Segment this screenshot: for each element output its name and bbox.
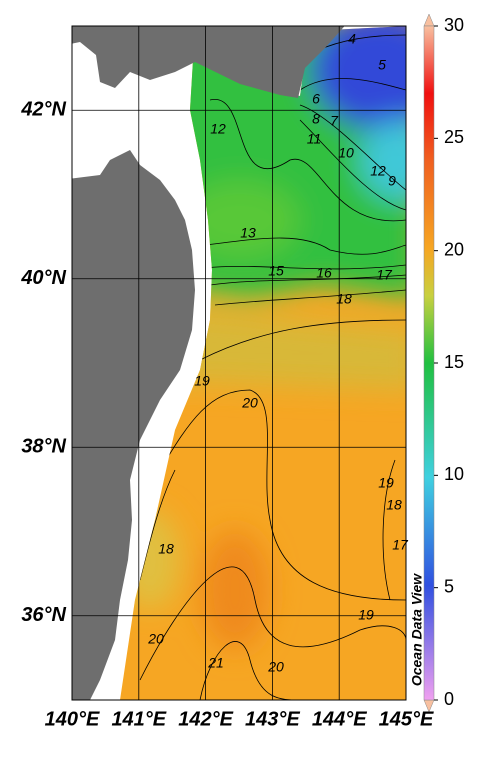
lat-tick-label: 42°N (20, 99, 66, 121)
contour-label: 21 (207, 655, 224, 671)
contour-label: 6 (312, 91, 320, 107)
contour-label: 15 (268, 263, 284, 279)
contour-label: 13 (240, 225, 256, 241)
contour-label: 20 (241, 395, 258, 411)
contour-label: 11 (307, 131, 322, 147)
lon-tick-label: 143°E (245, 708, 300, 730)
contour-label: 18 (158, 541, 174, 557)
map-area (72, 26, 406, 700)
contour-label: 20 (267, 659, 284, 675)
lat-tick-label: 38°N (21, 436, 66, 458)
contour-label: 17 (376, 267, 393, 283)
contour-label: 7 (330, 113, 339, 129)
lon-tick-label: 144°E (312, 708, 367, 730)
contour-label: 19 (358, 607, 374, 623)
contour-label: 17 (392, 537, 409, 553)
lon-tick-label: 141°E (111, 708, 166, 730)
contour-label: 4 (348, 31, 356, 47)
contour-label: 19 (378, 475, 394, 491)
contour-label: 19 (194, 373, 210, 389)
lon-tick-label: 145°E (379, 708, 434, 730)
colorbar-tick-label: 30 (444, 15, 464, 35)
contour-label: 20 (147, 631, 164, 647)
colorbar-tick-label: 10 (444, 464, 464, 484)
contour-label: 5 (378, 57, 386, 73)
contour-label: 9 (388, 173, 396, 189)
contour-label: 12 (210, 121, 226, 137)
contour-label: 12 (370, 163, 386, 179)
lat-tick-label: 36°N (21, 604, 66, 626)
lon-tick-label: 142°E (178, 708, 233, 730)
watermark: Ocean Data View (409, 573, 425, 686)
colorbar-tick-label: 0 (444, 689, 454, 709)
land (72, 26, 345, 700)
colorbar (423, 25, 435, 701)
contour-label: 16 (316, 265, 332, 281)
contour-label: 8 (312, 111, 320, 127)
lon-tick-label: 140°E (45, 708, 100, 730)
colorbar-tick-label: 5 (444, 576, 454, 596)
colorbar-tick-label: 15 (444, 352, 464, 372)
contour-label: 18 (386, 497, 402, 513)
contour-label: 10 (338, 145, 354, 161)
colorbar-tick-label: 25 (444, 127, 464, 147)
lat-tick-label: 40°N (20, 267, 66, 289)
contour-label: 18 (336, 291, 352, 307)
colorbar-tick-label: 20 (444, 239, 464, 259)
